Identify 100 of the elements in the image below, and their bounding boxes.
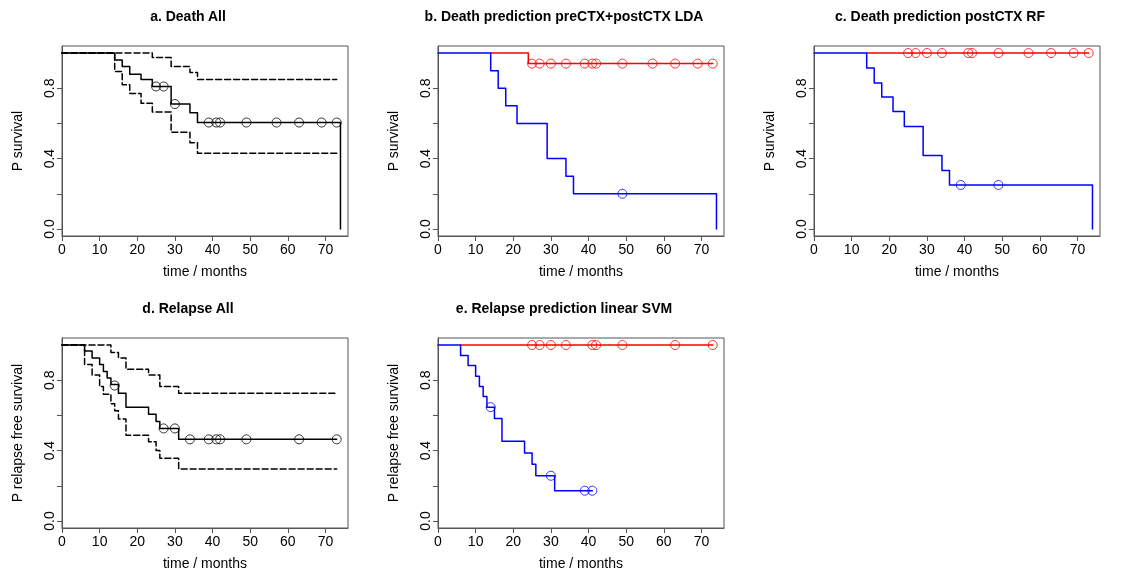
x-tick-label: 0 [434, 533, 443, 549]
point [316, 117, 327, 128]
point [109, 380, 120, 391]
x-tick-label: 50 [618, 241, 635, 257]
x-tick-label: 20 [129, 241, 146, 257]
point [485, 402, 496, 413]
y-tick-label: 0.0 [41, 511, 57, 531]
point [158, 81, 169, 92]
y-tick-label: 0.8 [793, 78, 809, 98]
y-tick-label: 0.8 [417, 78, 433, 98]
x-tick-label: 30 [167, 241, 183, 257]
x-axis-title: time / months [162, 555, 248, 571]
x-tick-label: 70 [693, 241, 710, 257]
point [211, 117, 222, 128]
x-tick-label: 10 [91, 241, 108, 257]
point [617, 340, 628, 351]
x-tick-label: 60 [1032, 241, 1048, 257]
x-tick-label: 40 [956, 241, 973, 257]
x-tick-label: 10 [467, 241, 484, 257]
point [203, 434, 214, 445]
x-tick-label: 20 [505, 533, 522, 549]
point [271, 117, 282, 128]
point [534, 340, 545, 351]
x-tick-label: 60 [656, 533, 672, 549]
x-tick-label: 0 [58, 241, 67, 257]
y-tick-label: 0.0 [417, 219, 433, 239]
point [545, 470, 556, 481]
point [215, 117, 226, 128]
x-tick-label: 70 [693, 533, 710, 549]
point [211, 434, 222, 445]
x-tick-label: 70 [1069, 241, 1086, 257]
x-tick-label: 0 [58, 533, 67, 549]
x-tick-label: 30 [543, 533, 559, 549]
point [331, 434, 342, 445]
x-tick-label: 30 [919, 241, 935, 257]
chart-title: a. Death All [150, 8, 226, 24]
x-tick-label: 40 [204, 241, 221, 257]
point [241, 434, 252, 445]
point [587, 485, 598, 496]
y-tick-label: 0.4 [41, 440, 57, 461]
x-tick-label: 10 [843, 241, 860, 257]
x-tick-label: 10 [91, 533, 108, 549]
x-tick-label: 0 [434, 241, 443, 257]
point [151, 81, 162, 92]
x-axis-title: time / months [538, 555, 624, 571]
point [169, 423, 180, 434]
y-tick-label: 0.0 [41, 219, 57, 239]
x-tick-label: 40 [204, 533, 221, 549]
point [158, 423, 169, 434]
x-tick-label: 70 [317, 533, 334, 549]
chart-title: e. Relapse prediction linear SVM [455, 300, 673, 316]
y-axis-title: P survival [385, 110, 401, 172]
x-tick-label: 0 [810, 241, 819, 257]
point [707, 340, 718, 351]
y-tick-label: 0.8 [41, 78, 57, 98]
y-axis-title: P survival [9, 110, 25, 172]
y-tick-label: 0.0 [793, 219, 809, 239]
y-tick-label: 0.8 [41, 370, 57, 390]
y-axis-title: P relapse free survival [385, 363, 401, 503]
point [241, 117, 252, 128]
y-tick-label: 0.8 [417, 370, 433, 390]
x-axis-title: time / months [538, 263, 624, 279]
x-tick-label: 40 [580, 241, 597, 257]
y-tick-label: 0.4 [417, 440, 433, 461]
point [579, 485, 590, 496]
x-tick-label: 30 [543, 241, 559, 257]
x-tick-label: 60 [280, 533, 296, 549]
x-tick-label: 30 [167, 533, 183, 549]
point [169, 99, 180, 110]
point [331, 117, 342, 128]
y-tick-label: 0.0 [417, 511, 433, 531]
x-tick-label: 50 [242, 241, 259, 257]
chart-title: c. Death prediction postCTX RF [834, 8, 1046, 24]
point [294, 434, 305, 445]
y-tick-label: 0.4 [793, 148, 809, 169]
point [545, 340, 556, 351]
y-axis-title: P relapse free survival [9, 363, 25, 503]
point [527, 340, 538, 351]
y-tick-label: 0.4 [417, 148, 433, 169]
x-axis-title: time / months [914, 263, 1000, 279]
x-tick-label: 20 [881, 241, 898, 257]
point [591, 340, 602, 351]
point [587, 340, 598, 351]
x-tick-label: 40 [580, 533, 597, 549]
x-tick-label: 10 [467, 533, 484, 549]
x-tick-label: 20 [505, 241, 522, 257]
y-axis-title: P survival [761, 110, 777, 172]
x-tick-label: 60 [656, 241, 672, 257]
x-tick-label: 50 [994, 241, 1011, 257]
point [670, 340, 681, 351]
x-tick-label: 50 [242, 533, 259, 549]
point [184, 434, 195, 445]
point [203, 117, 214, 128]
x-tick-label: 60 [280, 241, 296, 257]
chart-title: d. Relapse All [142, 300, 234, 316]
y-tick-label: 0.4 [41, 148, 57, 169]
x-tick-label: 50 [618, 533, 635, 549]
point [215, 434, 226, 445]
point [294, 117, 305, 128]
x-tick-label: 20 [129, 533, 146, 549]
